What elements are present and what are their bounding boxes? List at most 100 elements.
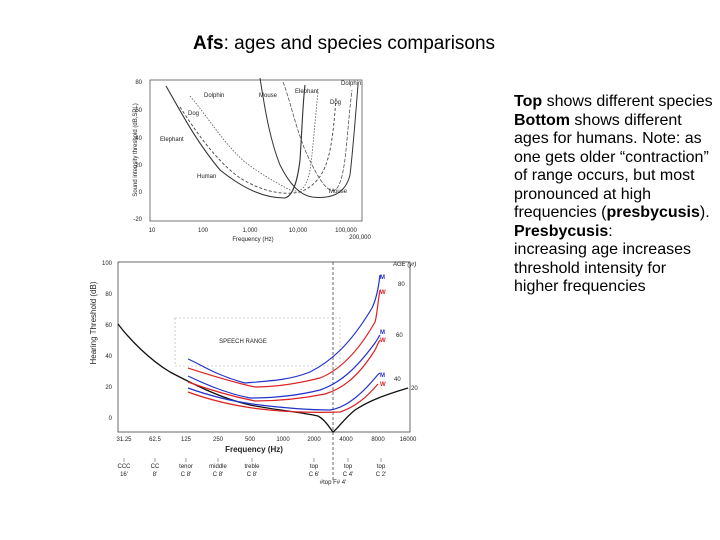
age-label-60: 60: [396, 333, 403, 339]
label-w-60: W: [380, 338, 386, 344]
bullet-top-bold: Top: [514, 93, 543, 110]
bullet-bottom-term: presbycusis: [606, 204, 700, 221]
bottom-ytick: 100: [102, 261, 113, 267]
note-label-top: top: [377, 464, 386, 470]
note-label-top: CC: [151, 464, 160, 470]
bottom-plot-area: [117, 261, 411, 433]
age-label-40: 40: [394, 377, 401, 383]
title-rest: : ages and species comparisons: [223, 33, 496, 54]
species-label-dog2: Dog: [188, 111, 199, 117]
bottom-xtick: 31.25: [116, 437, 132, 443]
note-label-bottom: C 8': [181, 472, 191, 478]
bottom-ylabel: Hearing Threshold (dB): [89, 281, 98, 364]
curve-mouse: [259, 77, 359, 198]
top-chart-frame: [140, 76, 365, 246]
label-m-80: M: [380, 275, 385, 281]
age-label-20: 20: [411, 386, 418, 392]
species-label-dolphin: Dolphin: [204, 93, 224, 99]
species-label-dog: Dog: [330, 100, 341, 106]
top-plot-area: [149, 79, 363, 222]
species-label-elephant2: Elephant: [160, 137, 184, 143]
body-text: Top shows different species Bottom shows…: [514, 93, 714, 297]
label-m-60: M: [380, 330, 385, 336]
age-header: AGE (yr): [392, 262, 416, 268]
speech-range-box: [174, 317, 341, 367]
bullet-bottom-text: shows different ages for humans. Note: a…: [514, 111, 709, 222]
curve-women-40: [187, 383, 379, 413]
note-label-bottom: C 8': [213, 472, 223, 478]
note-label-bottom: C 8': [247, 472, 257, 478]
bottom-xtick: 4000: [339, 437, 353, 443]
label-w-80: W: [380, 290, 386, 296]
top-ytick: 0: [139, 190, 143, 196]
label-m-40: M: [380, 373, 385, 379]
bottom-xtick: 62.5: [149, 437, 161, 443]
note-label-bottom: C 4': [343, 472, 353, 478]
bottom-xtick: 500: [245, 437, 256, 443]
speech-range-label: SPEECH RANGE: [219, 339, 267, 345]
top-xtick: 1,000: [242, 228, 258, 234]
note-footnote: #top F# 4': [320, 480, 347, 486]
curve-men-40: [187, 372, 381, 411]
note-label-top: tenor: [179, 464, 193, 470]
label-w-40: W: [380, 382, 386, 388]
top-xtick: 10: [149, 228, 156, 234]
bottom-xtick: 16000: [400, 437, 417, 443]
bottom-ytick: 40: [105, 354, 112, 360]
note-label-bottom: C 2': [376, 472, 386, 478]
slide-title: Afs: ages and species comparisons: [193, 33, 495, 55]
bottom-ytick: 80: [105, 292, 112, 298]
bottom-ytick: 60: [105, 323, 112, 329]
curve-dog2: [282, 81, 353, 192]
note-label-top: treble: [244, 464, 260, 470]
species-label-elephant: Elephant: [295, 89, 319, 95]
curve-dolphin: [189, 91, 319, 192]
curve-women-60: [187, 339, 381, 402]
note-label-bottom: 16': [120, 472, 128, 478]
bullet-top: Top shows different species: [514, 93, 714, 112]
curve-men-80: [187, 274, 381, 384]
bottom-ytick: 0: [109, 416, 113, 422]
bottom-ytick: 20: [105, 385, 112, 391]
top-ytick: 40: [135, 136, 142, 142]
note-label-top: middle: [209, 464, 227, 470]
age-label-80: 80: [398, 282, 405, 288]
bottom-xlabel: Frequency (Hz): [225, 445, 283, 454]
bottom-xtick: 8000: [371, 437, 385, 443]
top-xtick: 100: [198, 228, 209, 234]
top-ytick: 60: [135, 108, 142, 114]
bottom-xtick: 250: [213, 437, 224, 443]
top-xtick: 200,000: [349, 235, 371, 241]
curve-men-60: [187, 334, 381, 399]
top-xlabel: Frequency (Hz): [232, 237, 273, 243]
species-label-human: Human: [197, 174, 216, 180]
curve-age-20: [117, 323, 409, 433]
note-label-bottom: C 6': [309, 472, 319, 478]
presbycusis-colon: :: [608, 222, 613, 240]
bullet-presbycusis: Presbycusis:: [514, 223, 714, 242]
title-bold: Afs: [193, 33, 224, 54]
bottom-xtick: 2000: [307, 437, 321, 443]
species-label-mouse: Mouse: [259, 93, 278, 99]
top-ytick: 20: [135, 163, 142, 169]
top-ytick: 80: [135, 80, 142, 86]
definition-text: increasing age increases threshold inten…: [514, 241, 691, 295]
note-label-top: top: [310, 464, 319, 470]
bullet-bottom-bold: Bottom: [514, 111, 570, 129]
note-label-bottom: 8': [153, 472, 157, 478]
bullet-top-text: shows different species: [542, 93, 713, 110]
curve-elephant: [165, 84, 306, 199]
presbycusis-bold: Presbycusis: [514, 222, 609, 240]
note-label-top: CCC: [118, 464, 132, 470]
curve-dog: [179, 97, 337, 194]
bullet-definition: increasing age increases threshold inten…: [514, 241, 714, 297]
note-label-top: top: [344, 464, 353, 470]
bullet-bottom: Bottom shows different ages for humans. …: [514, 112, 714, 223]
top-ytick: -20: [133, 217, 142, 223]
top-xtick: 100,000: [335, 228, 357, 234]
top-ylabel: Sound intensity threshold (dB,SPL): [133, 103, 139, 196]
bullet-bottom-tail: ).: [699, 204, 710, 221]
note-labels: CCC 16' CC 8' tenor C 8' middle C 8' tre…: [118, 458, 386, 486]
species-label-dolphin2: Dolphin: [341, 81, 361, 87]
